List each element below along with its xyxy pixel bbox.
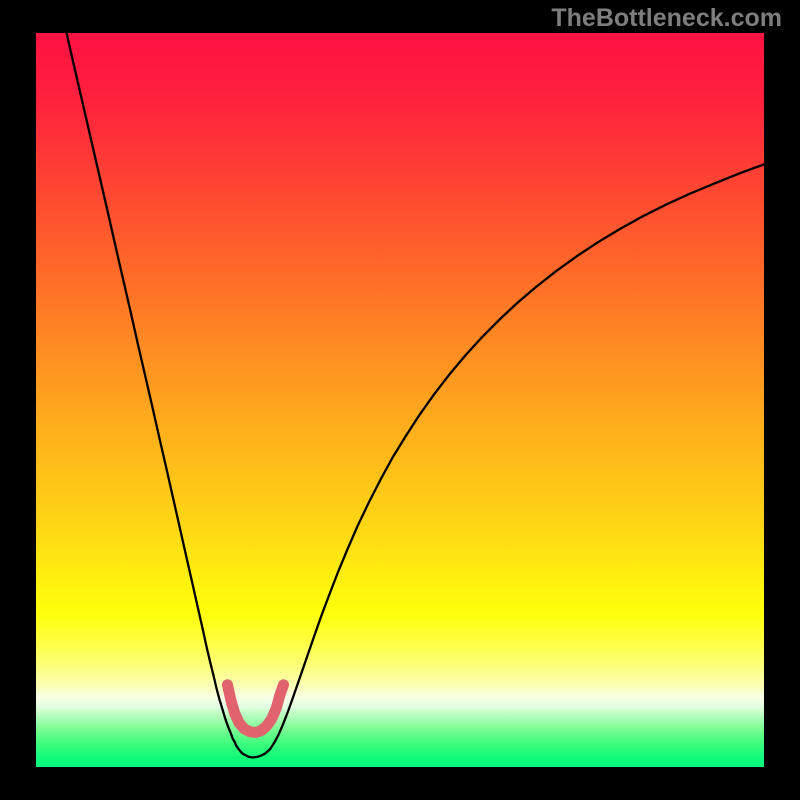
watermark-text: TheBottleneck.com bbox=[551, 4, 782, 33]
plot-svg bbox=[36, 33, 764, 767]
gradient-background bbox=[36, 33, 764, 767]
plot-area bbox=[36, 33, 764, 767]
chart-container: TheBottleneck.com bbox=[0, 0, 800, 800]
